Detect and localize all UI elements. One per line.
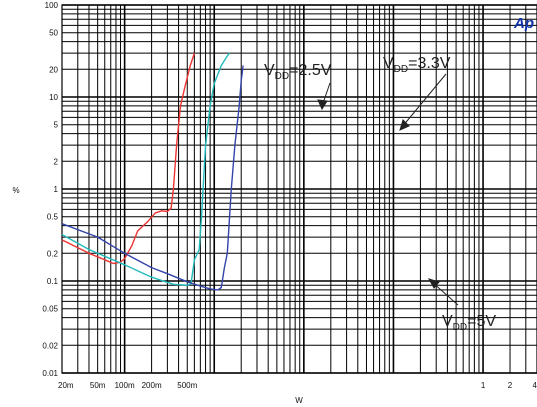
x-tick-label: 1 xyxy=(481,381,486,390)
arrowhead-vdd-2-5v xyxy=(317,99,328,111)
y-tick-label: 0.02 xyxy=(42,341,58,350)
x-axis-label: W xyxy=(295,396,303,405)
annotation-vdd-2-5v-sub: DD xyxy=(275,71,289,82)
x-tick-label: 20m xyxy=(58,381,74,390)
grid xyxy=(61,4,537,374)
arrow-vdd-3-3v xyxy=(401,73,447,128)
y-tick-label: 1 xyxy=(54,185,59,194)
series-line-1 xyxy=(61,52,231,286)
annotation-vdd-5v-rest: =5V xyxy=(467,313,496,330)
y-tick-label: 0.01 xyxy=(42,369,58,378)
annotation-vdd-3-3v-rest: =3.3V xyxy=(408,55,451,72)
y-tick-label: 0.2 xyxy=(47,249,59,258)
arrowhead-vdd-3-3v xyxy=(399,119,410,131)
annotation-vdd-5v: VDD=5V xyxy=(442,313,496,333)
arrowhead-vdd-5v xyxy=(427,278,440,289)
y-tick-label: 2 xyxy=(54,157,59,166)
brand-logo: Ap xyxy=(513,15,534,32)
y-tick-label: 20 xyxy=(49,65,58,74)
x-tick-label: 100m xyxy=(115,381,135,390)
annotation-vdd-3-3v-main: V xyxy=(383,55,394,72)
y-tick-label: 5 xyxy=(54,121,59,130)
plot-frame xyxy=(61,4,537,374)
annotation-vdd-2-5v-main: V xyxy=(264,62,275,79)
y-tick-label: 0.1 xyxy=(47,277,59,286)
x-tick-label: 4 xyxy=(533,381,537,390)
annotation-vdd-3-3v-sub: DD xyxy=(394,64,408,75)
series-line-2 xyxy=(61,65,244,291)
x-tick-labels: 20m 50m 100m 200m 500m 1 2 4 xyxy=(58,381,537,390)
annotation-vdd-5v-sub: DD xyxy=(453,322,467,333)
x-tick-label: 500m xyxy=(177,381,197,390)
y-tick-label: 0.5 xyxy=(47,213,59,222)
y-tick-label: 50 xyxy=(49,29,58,38)
series-line-0 xyxy=(61,52,196,265)
annotation-vdd-3-3v: VDD=3.3V xyxy=(383,55,451,75)
annotation-arrows xyxy=(317,73,459,306)
y-tick-label: 100 xyxy=(45,1,59,10)
y-axis-label: % xyxy=(12,186,19,195)
x-tick-label: 50m xyxy=(90,381,106,390)
series-group xyxy=(61,52,244,291)
x-tick-label: 2 xyxy=(508,381,513,390)
x-tick-label: 200m xyxy=(142,381,162,390)
y-tick-label: 10 xyxy=(49,93,58,102)
y-tick-label: 0.05 xyxy=(42,305,58,314)
annotation-vdd-5v-main: V xyxy=(442,313,453,330)
annotation-vdd-2-5v: VDD=2.5V xyxy=(264,62,332,82)
y-tick-labels: 0.01 0.02 0.05 0.1 0.2 0.5 1 2 5 10 20 50 100 xyxy=(42,1,58,378)
annotation-vdd-2-5v-rest: =2.5V xyxy=(289,62,332,79)
